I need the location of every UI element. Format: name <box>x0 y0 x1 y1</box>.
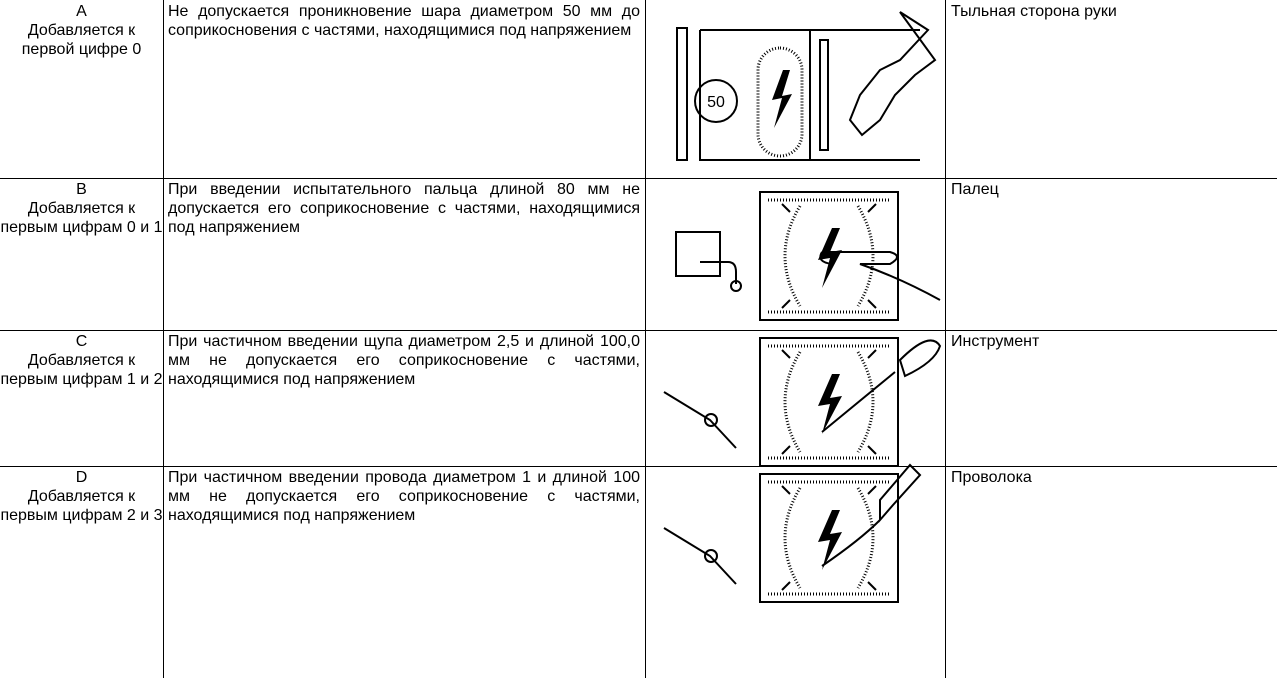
row-divider <box>0 330 1277 331</box>
illustration-finger <box>675 190 941 322</box>
description: Не допускается проникновение шара диамет… <box>168 3 640 39</box>
column-divider <box>945 0 946 678</box>
code-cell: C Добавляется к первым цифрам 1 и 2 <box>0 330 163 389</box>
illustration-wire <box>663 463 922 604</box>
code-note: Добавляется к первым цифрам 2 и 3 <box>0 488 163 524</box>
column-divider <box>163 0 164 678</box>
protection-code: A <box>76 3 87 20</box>
illustration-tool <box>663 336 942 468</box>
code-cell: A Добавляется к первой цифре 0 <box>0 0 163 59</box>
illustration-ball: 50 <box>676 11 937 161</box>
row-divider <box>0 178 1277 179</box>
protection-code: D <box>75 469 88 486</box>
protection-code: C <box>75 333 88 350</box>
description: При частичном введении щупа диаметром 2,… <box>168 333 640 388</box>
protection-code: B <box>76 181 87 198</box>
access-part: Палец <box>951 181 999 198</box>
code-note: Добавляется к первым цифрам 1 и 2 <box>0 352 163 388</box>
svg-text:50: 50 <box>707 94 725 111</box>
code-note: Добавляется к первой цифре 0 <box>21 22 142 58</box>
access-part: Тыльная сторона руки <box>951 3 1117 20</box>
description: При введении испытательного пальца длино… <box>168 181 640 236</box>
description: При частичном введении провода диаметром… <box>168 469 640 524</box>
column-divider <box>645 0 646 678</box>
access-part: Инструмент <box>951 333 1040 350</box>
code-cell: B Добавляется к первым цифрам 0 и 1 <box>0 178 163 237</box>
code-cell: D Добавляется к первым цифрам 2 и 3 <box>0 466 163 525</box>
code-note: Добавляется к первым цифрам 0 и 1 <box>0 200 163 236</box>
access-part: Проволока <box>951 469 1032 486</box>
row-divider <box>0 466 1277 467</box>
